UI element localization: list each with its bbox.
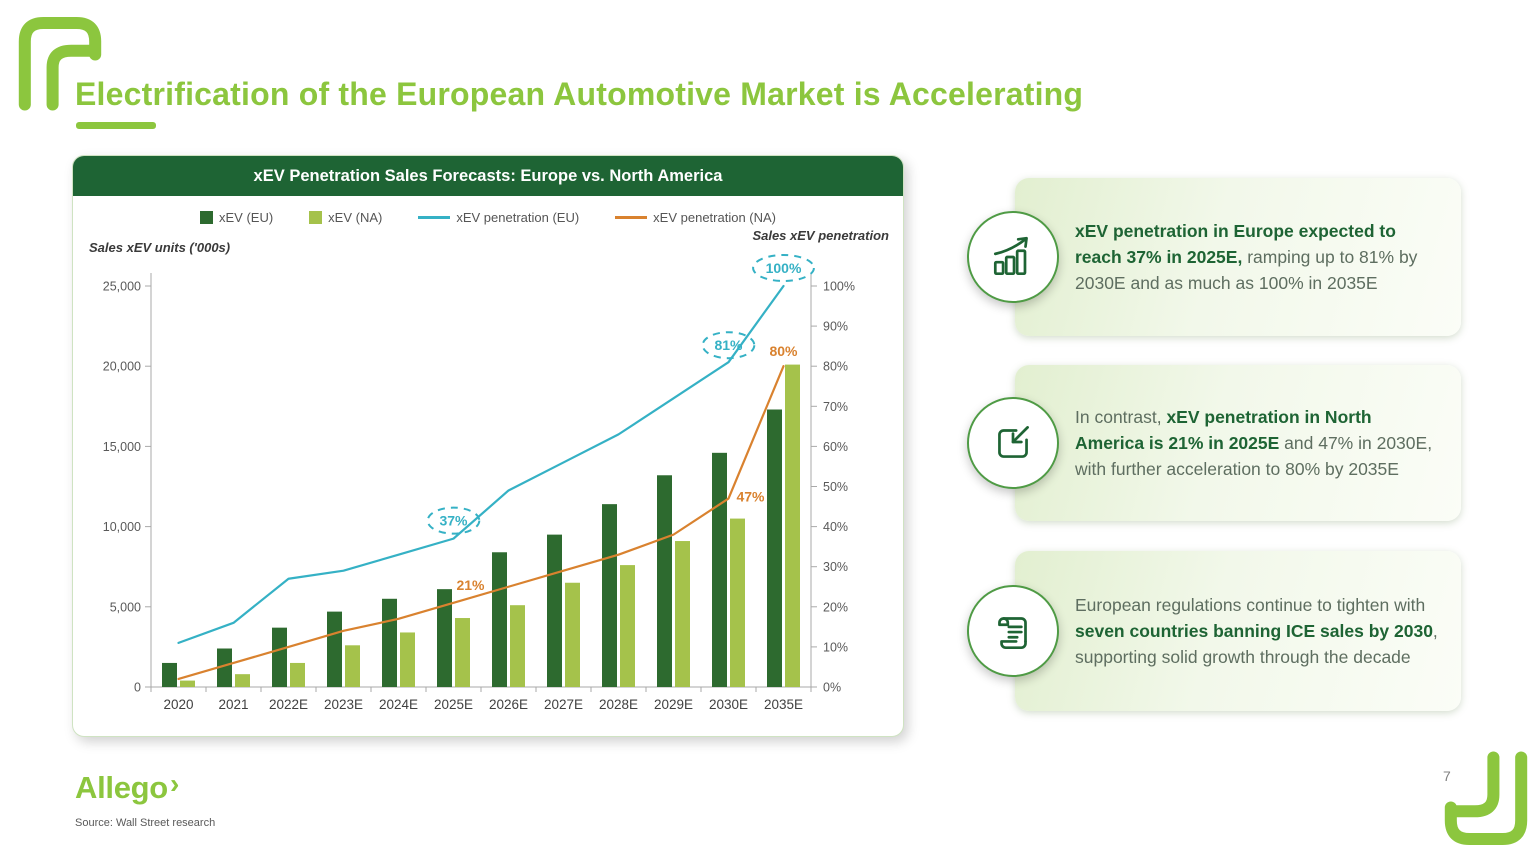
callout-text-north-america: In contrast, xEV penetration in North Am… <box>1075 404 1443 482</box>
import-box-icon <box>967 397 1059 489</box>
svg-text:40%: 40% <box>823 520 848 534</box>
legend-label-xev-na: xEV (NA) <box>328 210 383 225</box>
brand-corner-ornament-top-left <box>18 16 102 111</box>
svg-text:70%: 70% <box>823 400 848 414</box>
logo-chevron-icon: › <box>169 768 179 799</box>
brand-corner-ornament-bottom-right <box>1444 751 1528 846</box>
callout-text-bold-segment: seven countries banning ICE sales by 203… <box>1075 621 1433 641</box>
svg-text:21%: 21% <box>456 577 485 593</box>
penetration-na-swatch <box>615 216 648 219</box>
callout-text-segment: European regulations continue to tighten… <box>1075 595 1426 615</box>
svg-text:30%: 30% <box>823 560 848 574</box>
svg-text:2035E: 2035E <box>764 697 803 712</box>
chart-title: xEV Penetration Sales Forecasts: Europe … <box>73 156 903 196</box>
callout-text-europe: xEV penetration in Europe expected to re… <box>1075 218 1443 296</box>
svg-text:10%: 10% <box>823 640 848 654</box>
legend-label-penetration-na: xEV penetration (NA) <box>653 210 777 225</box>
callout-text-bold-segment: xEV penetration in Europe expected to re… <box>1075 221 1396 267</box>
legend-item-xev-eu: xEV (EU) <box>199 210 274 225</box>
svg-text:80%: 80% <box>769 343 798 359</box>
svg-text:0%: 0% <box>823 681 841 695</box>
svg-text:100%: 100% <box>823 280 855 294</box>
svg-text:10,000: 10,000 <box>103 520 141 534</box>
svg-text:81%: 81% <box>714 337 743 353</box>
svg-text:37%: 37% <box>439 513 468 529</box>
page-number: 7 <box>1443 768 1451 784</box>
logo-wordmark: Allego <box>75 770 168 805</box>
legend-label-penetration-eu: xEV penetration (EU) <box>456 210 580 225</box>
scroll-icon <box>967 585 1059 677</box>
penetration-eu-swatch <box>418 216 451 219</box>
svg-text:2030E: 2030E <box>709 697 748 712</box>
svg-text:60%: 60% <box>823 440 848 454</box>
callout-north-america-penetration: In contrast, xEV penetration in North Am… <box>967 365 1461 521</box>
xev-eu-swatch <box>199 211 213 224</box>
svg-text:2020: 2020 <box>163 697 193 712</box>
callout-text-segment: , supporting solid growth through the de… <box>1075 621 1438 667</box>
legend-item-penetration-eu: xEV penetration (EU) <box>418 210 579 225</box>
source-note: Source: Wall Street research <box>75 817 216 829</box>
svg-text:5,000: 5,000 <box>110 600 141 614</box>
chart-card: xEV Penetration Sales Forecasts: Europe … <box>72 155 904 737</box>
legend-label-xev-eu: xEV (EU) <box>218 210 274 225</box>
svg-text:2026E: 2026E <box>489 697 528 712</box>
combo-chart: 0 5,000 10,000 15,000 20,000 25,000 0% 10% 20% 30… <box>103 254 855 712</box>
callout-text-bold-segment: xEV penetration in North America is 21% … <box>1075 407 1372 453</box>
svg-text:50%: 50% <box>823 480 848 494</box>
svg-text:47%: 47% <box>736 489 765 505</box>
svg-text:2029E: 2029E <box>654 697 693 712</box>
callout-text-segment: In contrast, <box>1075 407 1167 427</box>
svg-text:2023E: 2023E <box>324 697 363 712</box>
svg-text:2022E: 2022E <box>269 697 308 712</box>
svg-text:20,000: 20,000 <box>103 360 141 374</box>
svg-text:2028E: 2028E <box>599 697 638 712</box>
svg-text:2025E: 2025E <box>434 697 473 712</box>
growth-chart-icon <box>967 211 1059 303</box>
callout-text-regulations: European regulations continue to tighten… <box>1075 592 1443 670</box>
xev-na-swatch <box>309 211 323 224</box>
svg-text:15,000: 15,000 <box>103 440 141 454</box>
callout-text-segment: ramping up to 81% by 2030E and as much a… <box>1075 247 1418 293</box>
svg-text:25,000: 25,000 <box>103 280 141 294</box>
page-title: Electrification of the European Automoti… <box>75 76 1084 112</box>
svg-text:100%: 100% <box>766 260 802 276</box>
svg-text:2027E: 2027E <box>544 697 583 712</box>
svg-text:0: 0 <box>134 681 141 695</box>
svg-text:2024E: 2024E <box>379 697 418 712</box>
chart-legend: xEV (EU) xEV (NA) xEV penetration (EU) x… <box>73 210 903 225</box>
legend-item-xev-na: xEV (NA) <box>309 210 382 225</box>
svg-text:20%: 20% <box>823 600 848 614</box>
callout-text-segment: and 47% in 2030E, with further accelerat… <box>1075 433 1433 479</box>
left-axis-title: Sales xEV units ('000s) <box>89 240 231 255</box>
legend-item-penetration-na: xEV penetration (NA) <box>615 210 776 225</box>
svg-text:2021: 2021 <box>218 697 248 712</box>
svg-text:80%: 80% <box>823 360 848 374</box>
svg-text:90%: 90% <box>823 320 848 334</box>
title-underline <box>76 122 156 129</box>
right-axis-title: Sales xEV penetration <box>752 228 889 243</box>
callout-regulations: European regulations continue to tighten… <box>967 551 1461 711</box>
callout-europe-penetration: xEV penetration in Europe expected to re… <box>967 178 1461 336</box>
allego-logo: Allego › <box>75 768 179 806</box>
